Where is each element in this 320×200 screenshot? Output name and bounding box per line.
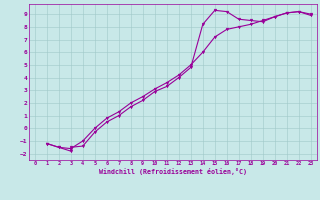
X-axis label: Windchill (Refroidissement éolien,°C): Windchill (Refroidissement éolien,°C) xyxy=(99,168,247,175)
